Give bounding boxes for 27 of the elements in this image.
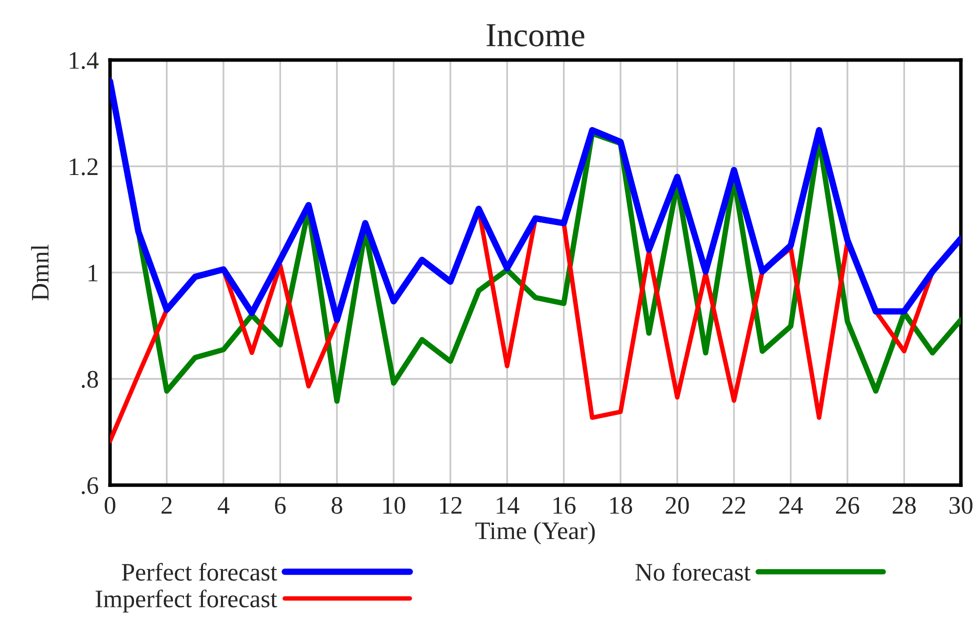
chart-title: Income — [486, 24, 584, 46]
y-axis-title: Dmnl — [31, 244, 48, 300]
x-tick-label: 30 — [950, 496, 972, 514]
x-tick-label: 12 — [440, 497, 462, 514]
x-tick-label: 26 — [836, 497, 860, 514]
y-tick-label: 1.2 — [70, 158, 98, 176]
x-axis-title: Time (Year) — [475, 522, 595, 544]
x-tick-label: 6 — [275, 497, 286, 514]
y-tick-label: .6 — [82, 477, 98, 494]
x-tick-label: 24 — [779, 497, 803, 514]
y-tick-label: 1 — [88, 264, 98, 282]
x-tick-label: 22 — [722, 497, 746, 514]
x-tick-label: 16 — [554, 497, 576, 514]
x-tick-label: 2 — [162, 497, 172, 514]
x-tick-label: 18 — [610, 496, 632, 514]
legend-label: Imperfect forecast — [96, 590, 278, 612]
x-tick-label: 0 — [104, 496, 116, 514]
x-tick-label: 8 — [332, 496, 342, 514]
legend-label: Perfect forecast — [122, 562, 278, 581]
legend-label: No forecast — [636, 562, 751, 581]
y-tick-label: 1.4 — [70, 52, 99, 70]
x-tick-label: 10 — [383, 496, 406, 514]
y-tick-label: .8 — [82, 370, 98, 388]
x-tick-label: 28 — [892, 496, 916, 514]
x-tick-label: 14 — [496, 497, 520, 514]
x-tick-label: 20 — [666, 496, 689, 514]
x-tick-label: 4 — [218, 497, 230, 514]
